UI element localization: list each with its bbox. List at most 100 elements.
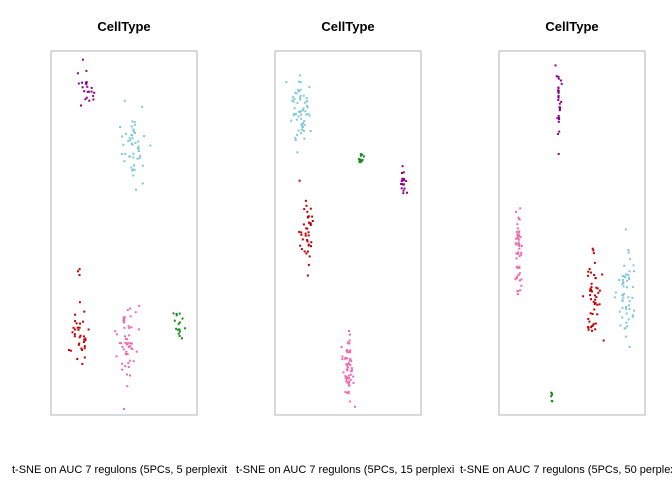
scatter-point-pink: [348, 380, 350, 383]
panel-2-plot-frame: [274, 50, 422, 416]
scatter-point-purple: [77, 82, 80, 85]
scatter-point-skyblue: [137, 145, 140, 148]
scatter-point-purple: [557, 114, 560, 117]
scatter-point-red: [298, 230, 301, 233]
scatter-point-skyblue: [307, 113, 310, 115]
scatter-point-skyblue: [306, 106, 309, 109]
scatter-point-skyblue: [300, 117, 303, 120]
panel-3-title: CellType: [545, 19, 598, 34]
scatter-point-red: [300, 231, 303, 234]
scatter-point-red: [83, 310, 86, 313]
scatter-point-skyblue: [123, 99, 126, 102]
scatter-point-skyblue: [625, 305, 627, 308]
scatter-point-pink: [349, 364, 352, 367]
scatter-point-pink: [518, 235, 521, 238]
scatter-point-skyblue: [295, 118, 298, 121]
scatter-point-red: [591, 247, 594, 250]
scatter-point-skyblue: [631, 286, 634, 289]
scatter-point-pink: [126, 373, 128, 376]
scatter-point-pink: [518, 244, 521, 247]
scatter-point-red: [589, 287, 592, 290]
scatter-point-skyblue: [625, 335, 628, 338]
scatter-point-green: [172, 312, 175, 315]
scatter-point-skyblue: [131, 169, 134, 172]
scatter-point-pink: [129, 342, 132, 344]
scatter-point-skyblue: [143, 135, 146, 138]
scatter-point-skyblue: [621, 278, 624, 281]
scatter-point-purple: [560, 100, 563, 103]
scatter-point-pink: [126, 353, 129, 356]
scatter-point-skyblue: [632, 264, 635, 267]
scatter-point-skyblue: [128, 137, 131, 140]
panel-1-points: [67, 58, 187, 410]
scatter-point-purple: [90, 90, 93, 93]
scatter-point-red: [589, 312, 592, 315]
scatter-point-red: [311, 220, 314, 222]
scatter-point-red: [84, 337, 87, 340]
scatter-point-pink: [128, 334, 131, 337]
scatter-point-purple: [403, 187, 406, 190]
scatter-point-skyblue: [132, 156, 135, 159]
scatter-point-red: [301, 238, 304, 241]
scatter-point-pink: [347, 362, 350, 365]
scatter-point-skyblue: [308, 114, 311, 117]
scatter-point-pink: [124, 353, 127, 355]
scatter-point-red: [75, 322, 78, 325]
scatter-point-pink: [352, 375, 355, 378]
scatter-point-skyblue: [290, 119, 293, 122]
scatter-point-red: [305, 227, 308, 230]
scatter-point-skyblue: [132, 130, 135, 133]
scatter-point-skyblue: [139, 155, 142, 157]
scatter-point-skyblue: [133, 132, 136, 134]
scatter-point-skyblue: [293, 98, 296, 100]
scatter-point-red: [582, 295, 585, 298]
scatter-point-skyblue: [149, 144, 152, 147]
scatter-point-green: [175, 327, 178, 330]
scatter-point-purple: [557, 75, 560, 78]
scatter-point-red: [79, 322, 81, 325]
scatter-point-pink: [347, 361, 350, 364]
scatter-point-skyblue: [300, 123, 303, 126]
scatter-point-red: [78, 301, 81, 304]
scatter-point-red: [305, 204, 308, 207]
scatter-point-red: [590, 298, 592, 301]
scatter-point-purple: [557, 99, 560, 101]
scatter-point-red: [602, 339, 605, 342]
scatter-point-pink: [518, 266, 521, 269]
scatter-point-red: [591, 324, 594, 327]
scatter-point-skyblue: [138, 150, 140, 152]
scatter-point-pink: [519, 207, 522, 210]
scatter-point-red: [590, 288, 593, 291]
scatter-point-purple: [557, 95, 560, 97]
scatter-point-pink: [344, 377, 347, 380]
scatter-point-skyblue: [625, 312, 628, 315]
scatter-point-pink: [129, 315, 132, 318]
scatter-point-purple: [556, 117, 559, 120]
scatter-point-skyblue: [127, 140, 130, 143]
scatter-point-purple: [81, 86, 84, 89]
scatter-point-red: [74, 320, 77, 323]
scatter-point-pink: [121, 362, 124, 365]
scatter-point-purple: [83, 90, 86, 93]
scatter-point-skyblue: [621, 283, 624, 286]
scatter-point-pink: [520, 253, 523, 256]
scatter-point-pink: [350, 359, 353, 362]
scatter-point-pink: [122, 316, 125, 319]
scatter-point-skyblue: [296, 151, 299, 154]
scatter-point-pink: [351, 367, 353, 370]
scatter-point-red: [595, 296, 598, 299]
scatter-point-green: [361, 153, 364, 156]
scatter-point-pink: [348, 333, 351, 336]
scatter-point-pink: [118, 342, 121, 345]
scatter-point-skyblue: [625, 273, 628, 276]
scatter-point-skyblue: [136, 147, 139, 150]
scatter-point-red: [593, 274, 596, 276]
scatter-point-red: [598, 289, 601, 292]
scatter-point-pink: [515, 277, 518, 280]
scatter-point-pink: [520, 244, 523, 247]
scatter-point-pink: [348, 400, 351, 403]
scatter-point-purple: [400, 183, 403, 185]
scatter-point-purple: [557, 91, 560, 94]
scatter-point-pink: [516, 233, 519, 236]
scatter-point-skyblue: [621, 316, 624, 319]
